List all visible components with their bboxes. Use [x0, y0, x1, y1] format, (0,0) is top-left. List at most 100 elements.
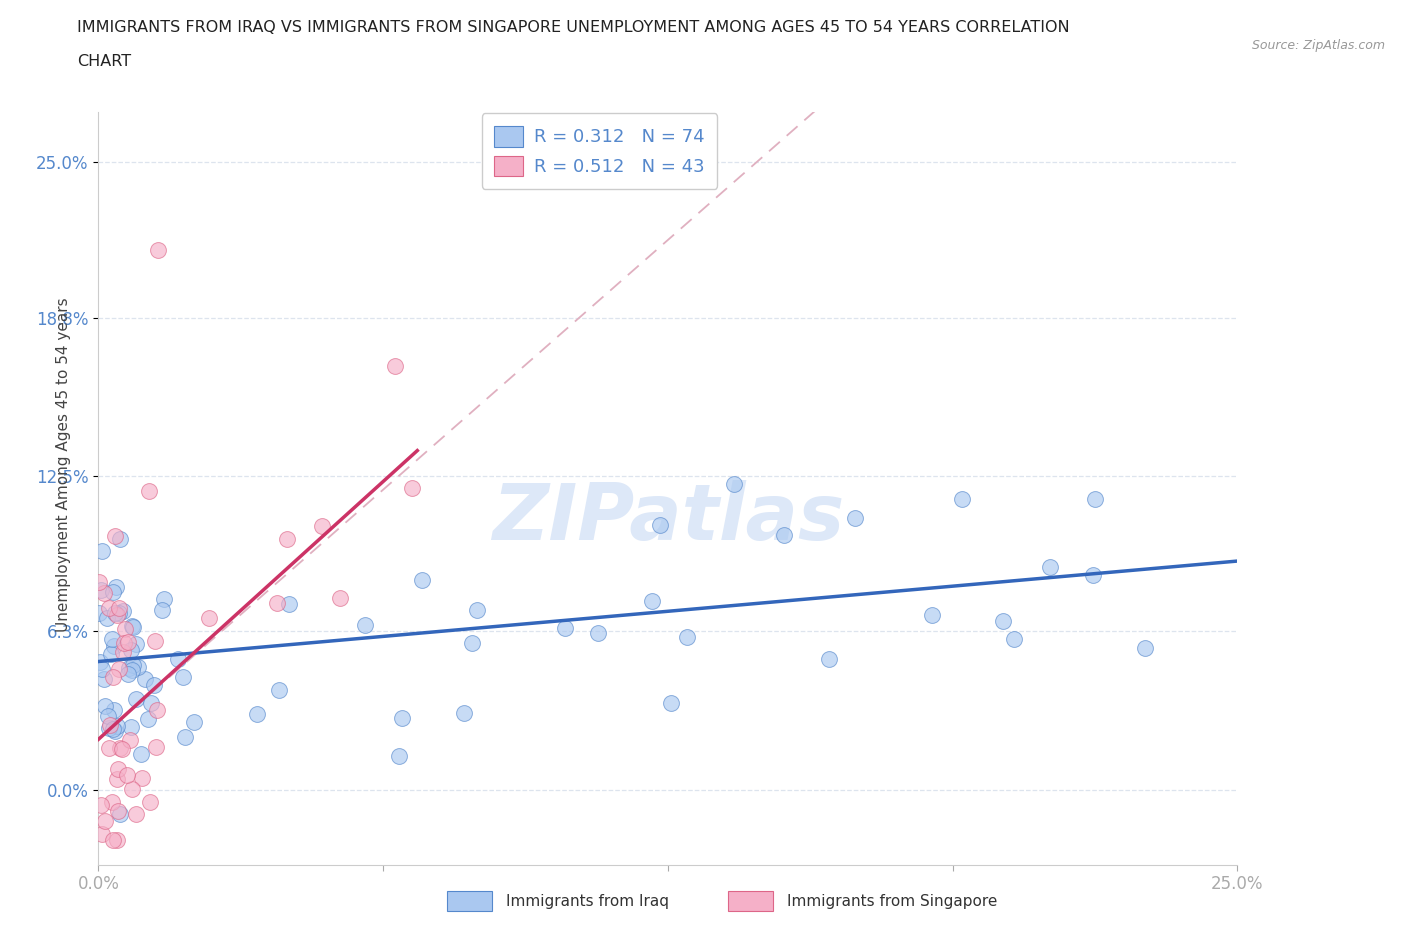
- Point: [108, 740, 131, 755]
- Point: [120, 643, 142, 658]
- Point: [93, 585, 115, 600]
- Point: [107, 804, 129, 819]
- Point: [659, 696, 682, 711]
- Point: [111, 742, 134, 757]
- Point: [93, 671, 115, 686]
- Point: [93, 698, 115, 713]
- Point: [125, 636, 148, 651]
- Point: [108, 661, 131, 676]
- Text: IMMIGRANTS FROM IRAQ VS IMMIGRANTS FROM SINGAPORE UNEMPLOYMENT AMONG AGES 45 TO : IMMIGRANTS FROM IRAQ VS IMMIGRANTS FROM …: [77, 20, 1070, 35]
- Point: [103, 639, 125, 654]
- Point: [354, 618, 377, 632]
- Point: [131, 747, 153, 762]
- Point: [391, 711, 413, 725]
- Point: [96, 611, 118, 626]
- Point: [105, 772, 128, 787]
- Point: [108, 531, 131, 546]
- Point: [121, 618, 143, 633]
- Point: [90, 661, 112, 676]
- Point: [98, 741, 121, 756]
- Point: [453, 706, 475, 721]
- Point: [112, 636, 135, 651]
- Point: [460, 636, 482, 651]
- Point: [125, 806, 148, 821]
- Point: [125, 692, 148, 707]
- Point: [127, 659, 149, 674]
- Point: [93, 814, 115, 829]
- Point: [104, 605, 127, 620]
- Point: [198, 610, 221, 625]
- Point: [993, 613, 1015, 628]
- Point: [114, 622, 136, 637]
- Point: [90, 582, 112, 597]
- Point: [267, 683, 290, 698]
- Point: [167, 652, 190, 667]
- Point: [117, 667, 139, 682]
- Point: [122, 658, 145, 672]
- Point: [554, 620, 576, 635]
- Point: [172, 670, 194, 684]
- Point: [104, 528, 127, 543]
- Point: [107, 605, 129, 620]
- Point: [465, 603, 488, 618]
- Point: [388, 749, 411, 764]
- Point: [844, 511, 866, 525]
- Point: [121, 620, 143, 635]
- Point: [152, 591, 174, 606]
- Point: [142, 677, 165, 692]
- Point: [103, 702, 125, 717]
- Point: [108, 807, 131, 822]
- Point: [115, 767, 138, 782]
- Point: [183, 714, 205, 729]
- Point: [266, 595, 288, 610]
- Legend: R = 0.312   N = 74, R = 0.512   N = 43: R = 0.312 N = 74, R = 0.512 N = 43: [482, 113, 717, 189]
- Point: [118, 660, 141, 675]
- Point: [174, 729, 197, 744]
- Point: [146, 702, 169, 717]
- Point: [245, 707, 267, 722]
- Point: [950, 492, 973, 507]
- Point: [105, 719, 128, 734]
- Point: [150, 603, 173, 618]
- Point: [146, 243, 169, 258]
- Text: CHART: CHART: [77, 54, 131, 69]
- Point: [101, 631, 124, 646]
- Point: [1083, 567, 1105, 582]
- Point: [87, 605, 110, 620]
- Point: [1002, 632, 1025, 647]
- Point: [105, 832, 128, 847]
- Point: [773, 527, 796, 542]
- Point: [90, 827, 112, 842]
- Text: Source: ZipAtlas.com: Source: ZipAtlas.com: [1251, 39, 1385, 52]
- Point: [329, 591, 352, 605]
- Point: [101, 794, 124, 809]
- Text: Immigrants from Singapore: Immigrants from Singapore: [787, 894, 998, 909]
- Point: [120, 720, 142, 735]
- Point: [98, 721, 121, 736]
- Point: [145, 739, 167, 754]
- Point: [121, 781, 143, 796]
- Text: Immigrants from Iraq: Immigrants from Iraq: [506, 894, 669, 909]
- Point: [103, 722, 125, 737]
- Point: [101, 670, 124, 684]
- Point: [276, 531, 298, 546]
- Point: [411, 572, 433, 587]
- Text: ZIPatlas: ZIPatlas: [492, 481, 844, 556]
- Point: [91, 543, 114, 558]
- Point: [138, 794, 160, 809]
- Point: [138, 484, 160, 498]
- Point: [723, 477, 745, 492]
- Point: [111, 604, 134, 619]
- Point: [89, 575, 111, 590]
- Point: [112, 644, 135, 659]
- Point: [90, 797, 112, 812]
- Point: [134, 671, 156, 686]
- Point: [108, 601, 131, 616]
- Point: [98, 601, 121, 616]
- Point: [1084, 491, 1107, 506]
- Point: [921, 607, 943, 622]
- Point: [818, 651, 841, 666]
- Point: [117, 634, 139, 649]
- Point: [104, 724, 127, 738]
- Point: [278, 596, 301, 611]
